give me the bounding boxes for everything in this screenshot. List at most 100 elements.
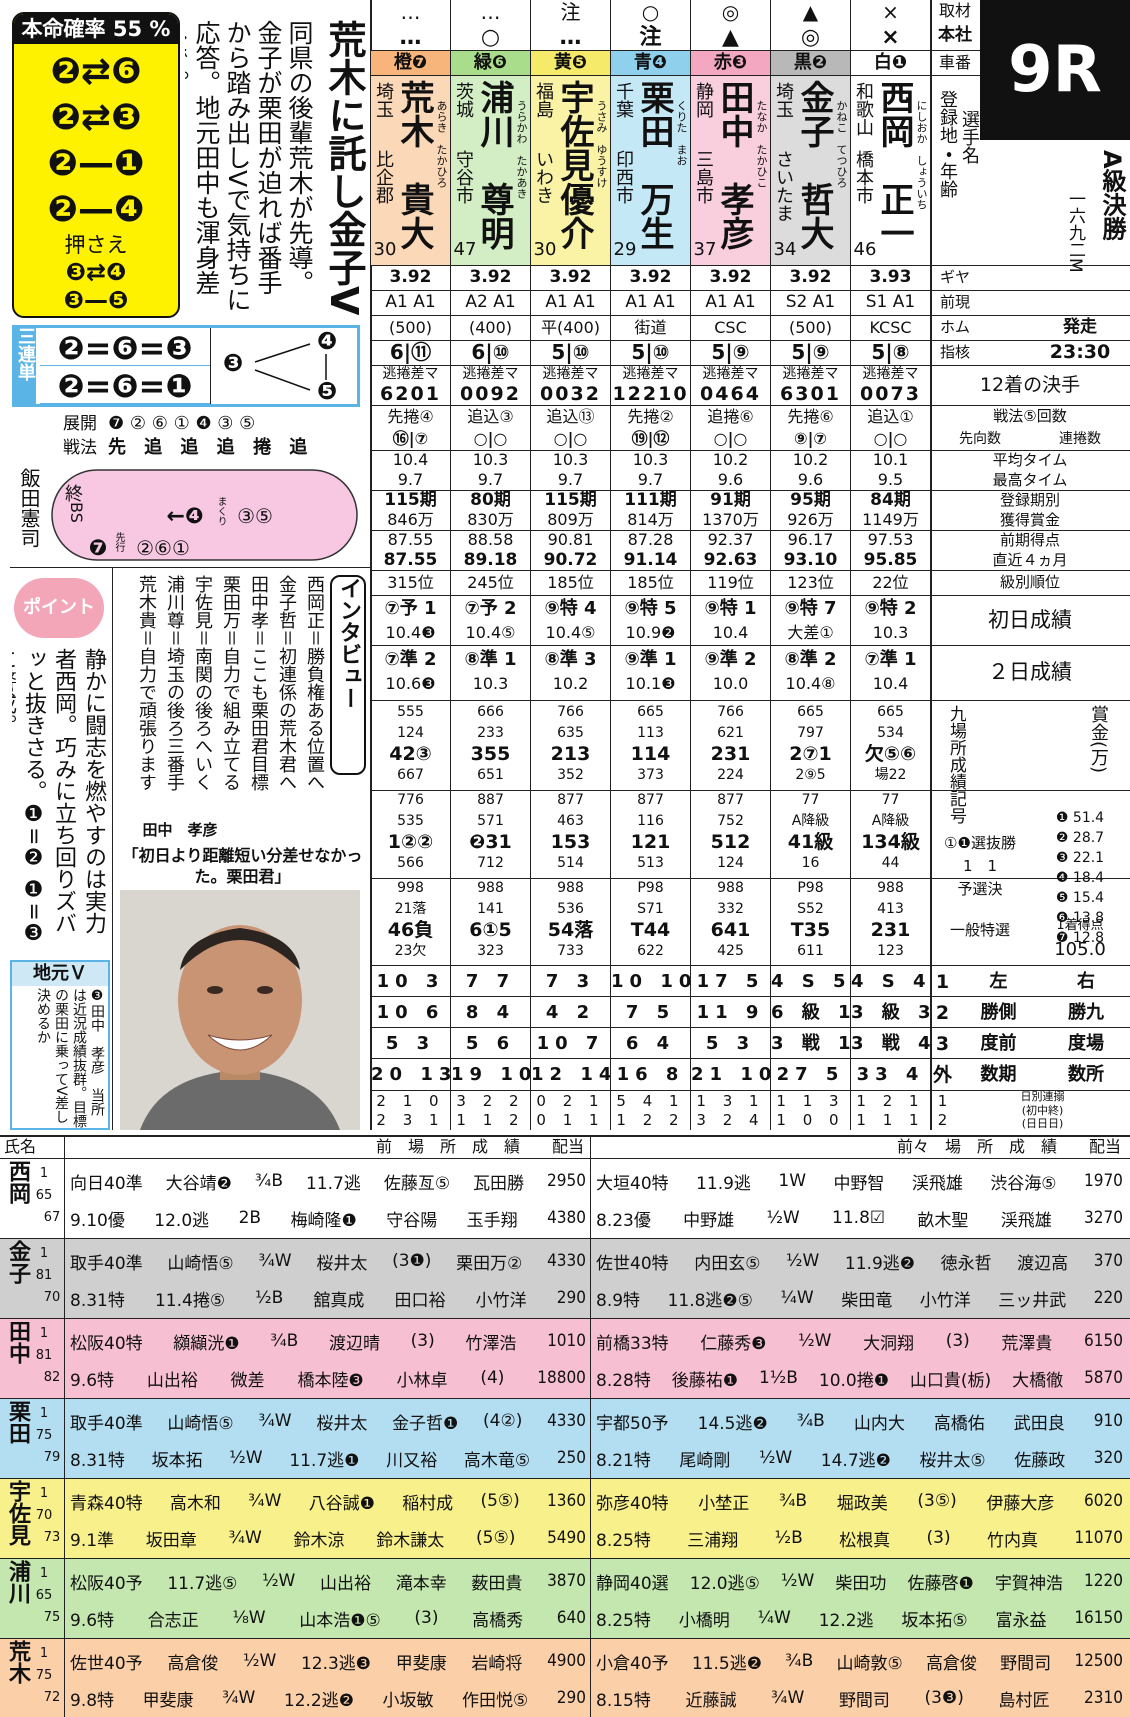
nine-venue: 535: [397, 813, 424, 829]
relation: 1 3 1: [696, 1092, 765, 1110]
result-cell: 佐藤亙⑤: [383, 1173, 451, 1194]
jimoto-box: [10, 960, 110, 1130]
result-cell: 野間司: [838, 1690, 890, 1711]
gear: 3.92: [629, 267, 672, 287]
result-cell: 9.10優: [70, 1210, 125, 1231]
result-count: 3 戦 4: [851, 1033, 930, 1054]
day2: ⑨準 1: [624, 649, 677, 670]
result-line: 向日40準 大谷靖❷ ¾B 11.7逃 佐藤亙⑤ 瓦田勝 2950: [66, 1164, 590, 1198]
racer-age: 29: [613, 239, 637, 260]
gear: 3.92: [789, 267, 832, 287]
result-line: 9.10優 12.0逃 2B 梅崎隆❶ 守谷陽 玉手翔 4380: [66, 1201, 590, 1235]
prediction-label: 押さえ: [64, 233, 128, 257]
mark: ×: [881, 25, 900, 50]
row-rank: 75: [35, 1428, 53, 1443]
nine-venue: 887: [477, 792, 504, 808]
avg-time: 10.3: [632, 450, 669, 469]
best-time: 9.7: [557, 470, 584, 489]
result-line: 8.9特 11.8逃❷⑤ ¼W 柴田竜 小竹洋 三ッ井武 220: [592, 1281, 1127, 1315]
rule: [370, 1090, 1130, 1091]
racer-name: 金子 哲大: [794, 80, 834, 250]
rule: [370, 645, 1130, 646]
prize: 846万: [387, 510, 434, 529]
result-cell: 高木和: [169, 1493, 221, 1514]
racer-city: 比企郡: [373, 150, 394, 204]
result-cell: 小埜正: [698, 1493, 750, 1514]
relation: 2 1 0: [376, 1092, 445, 1110]
nine-venue: 534: [877, 725, 904, 741]
result-line: 8.28特 後藤祐❶ 1½B 10.0捲❶ 山口貴(栃) 大橋徹 5870: [592, 1361, 1127, 1395]
prediction-title: 本命確率 55 %: [14, 14, 178, 44]
day1: 10.9❷: [625, 623, 676, 642]
result-cell: (3): [945, 1331, 970, 1351]
row-rank: 73: [43, 1530, 61, 1545]
result-cell: 290: [556, 1688, 586, 1708]
day1: ⑨特 4: [544, 598, 597, 619]
result-cell: 1010: [547, 1331, 586, 1351]
tactic-count: 6301: [780, 383, 841, 405]
legend-label: 本社: [938, 25, 972, 45]
racer-city: 橋本市: [853, 150, 874, 204]
shiten: 6|⑪: [389, 340, 432, 364]
legend-row: 数所: [1068, 1064, 1104, 1085]
result-cell: 1W: [778, 1171, 806, 1191]
result-cell: 内田玄⑤: [694, 1253, 761, 1274]
result-cell: ¾W: [248, 1491, 282, 1511]
result-cell: 1970: [1084, 1171, 1123, 1191]
racer-city: いわき: [533, 150, 554, 204]
result-cell: 山出裕: [146, 1370, 198, 1391]
relation: 3 2 2: [456, 1092, 525, 1110]
mark: …: [400, 0, 421, 24]
class: A1 A1: [625, 292, 676, 312]
result-cell: (3❶): [392, 1251, 432, 1271]
day2: ⑧準 2: [784, 649, 837, 670]
day2: 10.0: [712, 674, 749, 693]
point-text: 静かに闘志を燃やすのは実力者西岡。巧みに立ち回りズバッと抜きさる。❶=❷ ❶=❸…: [12, 648, 106, 946]
rule: [850, 0, 851, 1130]
tactic-count: 12210: [612, 383, 689, 405]
result-count: 10 3: [376, 971, 445, 992]
result-cell: 640: [556, 1608, 586, 1628]
legend-label: 登録期別: [999, 491, 1060, 509]
nine-venue: 1②②: [387, 832, 434, 853]
racer-city: さいたま: [773, 150, 794, 222]
relation: 1 1 1: [856, 1111, 925, 1129]
result-line: 取手40準 山崎悟⑤ ¾W 桜井太 (3❶) 栗田万② 4330: [66, 1244, 590, 1278]
result-cell: 高橋秀: [472, 1610, 524, 1631]
racer-name: 宇佐見優介: [554, 80, 594, 250]
racer-city: 印西市: [613, 150, 634, 204]
point: 97.53: [867, 530, 914, 549]
result-cell: 坂本拓⑤: [901, 1610, 968, 1631]
prize: 830万: [467, 510, 514, 529]
nine-venue: 54落: [547, 920, 594, 941]
oval: [51, 469, 358, 561]
prize-line: ❻ 13.8: [1055, 910, 1105, 926]
result-cell: 仁藤秀❸: [700, 1333, 767, 1354]
day2: ⑦準 2: [384, 649, 437, 670]
result-cell: 取手40準: [70, 1253, 143, 1274]
mark: 注: [639, 25, 662, 50]
smile: [207, 1034, 273, 1051]
legend-label: 1 1: [962, 857, 998, 875]
result-count: 33 4: [856, 1064, 925, 1085]
nine-venue: 16: [801, 855, 820, 871]
name-block: [851, 75, 930, 265]
result-cell: 竹内真: [986, 1530, 1038, 1551]
tenkai-tactics: 先 追 追 追 捲 追 追: [108, 437, 308, 458]
row-rank: 79: [43, 1450, 61, 1465]
result-cell: 8.25特: [596, 1610, 651, 1631]
result-cell: 18800: [537, 1368, 586, 1388]
rule: [370, 405, 1130, 406]
result-cell: 6150: [1084, 1331, 1123, 1351]
tactic-header: 逃捲差マ: [382, 366, 439, 382]
result-line: 8.23優 中野雄 ½W 11.8☑ 畝木聖 渓飛雄 3270: [592, 1201, 1127, 1235]
result-count: 12 14: [531, 1064, 610, 1085]
nine-venue: 77: [881, 792, 900, 808]
name-block: [691, 75, 770, 265]
result-cell: 玉手翔: [466, 1210, 518, 1231]
result-cell: 柴田功: [835, 1573, 887, 1594]
nine-venue: 114: [630, 744, 671, 765]
result-cell: 11.8☑: [832, 1208, 886, 1228]
mark: ◎: [721, 0, 740, 24]
relation: 5 4 1: [616, 1092, 685, 1110]
